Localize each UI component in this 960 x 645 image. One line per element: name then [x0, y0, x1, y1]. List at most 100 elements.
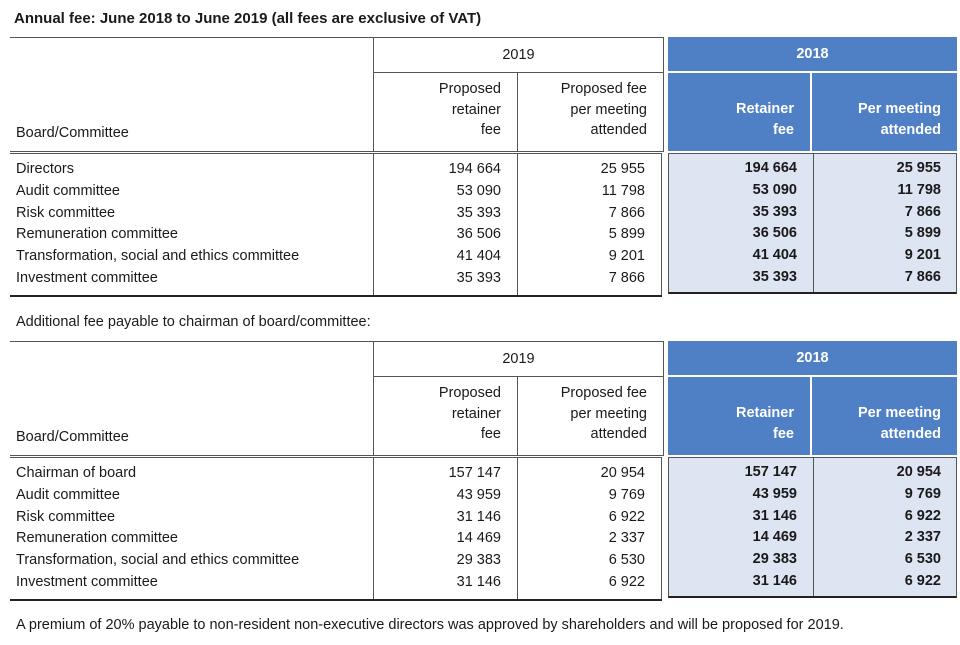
header-2019: 2019 Proposed retainer fee Proposed fee per m… [373, 37, 664, 152]
divider [661, 458, 662, 599]
retainer-fee-2018: 43 959 [752, 485, 797, 502]
proposed-retainer-fee: 53 090 [456, 182, 501, 199]
proposed-retainer-fee: 31 146 [456, 574, 501, 590]
header-line: retainer [451, 101, 501, 118]
proposed-fee-per-meeting: 7 866 [608, 270, 645, 286]
header-line: per meeting [570, 101, 647, 118]
table-row-2018: 194 664 25 955 [669, 158, 958, 180]
divider [517, 154, 518, 295]
per-meeting-fee-2018: 7 866 [904, 269, 941, 285]
proposed-fee-per-meeting: 5 899 [608, 226, 645, 243]
table-body-2019: Chairman of board 157 147 20 954 Audit comm… [10, 457, 662, 601]
proposed-retainer-fee: 14 469 [456, 530, 501, 547]
table-body-2018: 157 147 20 954 43 959 9 769 31 146 6 922 14 46… [668, 457, 957, 598]
per-meeting-fee-2018: 11 798 [897, 181, 941, 198]
retainer-fee-2018: 14 469 [752, 529, 797, 546]
header-line: Proposed [438, 81, 501, 97]
header-line: fee [773, 425, 794, 442]
header-line: Per meeting [858, 101, 941, 117]
year-2019-label: 2019 [374, 38, 663, 73]
table-body-2019: Directors 194 664 25 955 Audit committee 53 … [10, 153, 662, 297]
column-header-label: Board/Committee [16, 125, 129, 141]
footnote: A premium of 20% payable to non-resident… [16, 617, 844, 633]
row-label: Transformation, social and ethics commit… [16, 248, 300, 265]
proposed-retainer-fee: 36 506 [456, 226, 501, 243]
proposed-fee-per-meeting: 6 530 [608, 552, 645, 569]
table-row-2018: 43 959 9 769 [669, 484, 958, 506]
retainer-fee-2018: 31 146 [752, 573, 797, 589]
retainer-fee-2018: 29 383 [752, 551, 797, 568]
header-line: attended [880, 425, 941, 442]
retainer-fee-2018: 31 146 [752, 507, 797, 524]
header-line: attended [590, 426, 647, 442]
per-meeting-fee-2018: 9 769 [904, 485, 941, 502]
divider [813, 458, 814, 596]
column-header-2019-retainer: Proposed retainer fee [374, 377, 518, 455]
year-2018-label: 2018 [668, 37, 957, 73]
row-label: Audit committee [16, 182, 120, 199]
table-row: Remuneration committee 14 469 2 337 [10, 528, 662, 550]
retainer-fee-2018: 41 404 [752, 247, 797, 264]
table-row-2018: 53 090 11 798 [669, 180, 958, 202]
table-body-2018: 194 664 25 955 53 090 11 798 35 393 7 866 36 5… [668, 153, 957, 294]
column-header-2019-per-meeting: Proposed fee per meeting attended [519, 73, 663, 151]
header-line: Proposed fee [560, 81, 647, 97]
header-board-committee: Board/Committee [10, 37, 373, 152]
table-caption: Additional fee payable to chairman of bo… [16, 314, 371, 330]
divider [517, 458, 518, 599]
row-label: Chairman of board [16, 465, 137, 481]
header-line: per meeting [570, 405, 647, 422]
row-label: Investment committee [16, 270, 158, 286]
header-line: fee [480, 426, 501, 442]
table-row: Risk committee 35 393 7 866 [10, 203, 662, 225]
table-row: Risk committee 31 146 6 922 [10, 507, 662, 529]
row-label: Remuneration committee [16, 226, 178, 243]
retainer-fee-2018: 157 147 [744, 464, 797, 480]
table-row-2018: 31 146 6 922 [669, 506, 958, 528]
header-line: Retainer [735, 405, 794, 421]
header-2018: 2018 Retainer fee Per meeting attended [668, 341, 957, 455]
column-header-2018-per-meeting: Per meeting attended [814, 377, 957, 455]
per-meeting-fee-2018: 20 954 [896, 464, 941, 480]
table-row-2018: 31 146 6 922 [669, 571, 958, 593]
table-row-2018: 36 506 5 899 [669, 223, 958, 245]
proposed-retainer-fee: 41 404 [456, 248, 501, 265]
year-2019-label: 2019 [374, 342, 663, 377]
table-row: Transformation, social and ethics commit… [10, 246, 662, 268]
retainer-fee-2018: 53 090 [752, 181, 797, 198]
table-row: Investment committee 35 393 7 866 [10, 268, 662, 290]
column-header-2018-retainer: Retainer fee [668, 73, 812, 151]
proposed-retainer-fee: 194 664 [448, 161, 501, 177]
header-line: Proposed fee [560, 385, 647, 401]
proposed-retainer-fee: 43 959 [456, 486, 501, 503]
proposed-fee-per-meeting: 2 337 [608, 530, 645, 547]
table-row-2018: 41 404 9 201 [669, 245, 958, 267]
table-row: Transformation, social and ethics commit… [10, 550, 662, 572]
table-row: Investment committee 31 146 6 922 [10, 572, 662, 594]
proposed-retainer-fee: 157 147 [448, 465, 501, 481]
proposed-fee-per-meeting: 7 866 [608, 204, 645, 221]
column-header-2019-per-meeting: Proposed fee per meeting attended [519, 377, 663, 455]
row-label: Risk committee [16, 508, 116, 525]
per-meeting-fee-2018: 5 899 [904, 225, 941, 242]
proposed-retainer-fee: 31 146 [456, 508, 501, 525]
proposed-fee-per-meeting: 9 769 [608, 486, 645, 503]
proposed-retainer-fee: 29 383 [456, 552, 501, 569]
column-header-2019-retainer: Proposed retainer fee [374, 73, 518, 151]
header-2018: 2018 Retainer fee Per meeting attended [668, 37, 957, 151]
table-row: Audit committee 43 959 9 769 [10, 485, 662, 507]
proposed-fee-per-meeting: 25 955 [600, 161, 645, 177]
row-label: Remuneration committee [16, 530, 178, 547]
proposed-fee-per-meeting: 6 922 [608, 508, 645, 525]
proposed-retainer-fee: 35 393 [456, 270, 501, 286]
row-label: Directors [16, 161, 75, 177]
table-row-2018: 157 147 20 954 [669, 462, 958, 484]
table-row-2018: 14 469 2 337 [669, 527, 958, 549]
per-meeting-fee-2018: 6 530 [904, 551, 941, 568]
proposed-fee-per-meeting: 20 954 [600, 465, 645, 481]
divider [373, 458, 374, 599]
table-row: Remuneration committee 36 506 5 899 [10, 224, 662, 246]
table-row: Audit committee 53 090 11 798 [10, 181, 662, 203]
divider [813, 154, 814, 292]
